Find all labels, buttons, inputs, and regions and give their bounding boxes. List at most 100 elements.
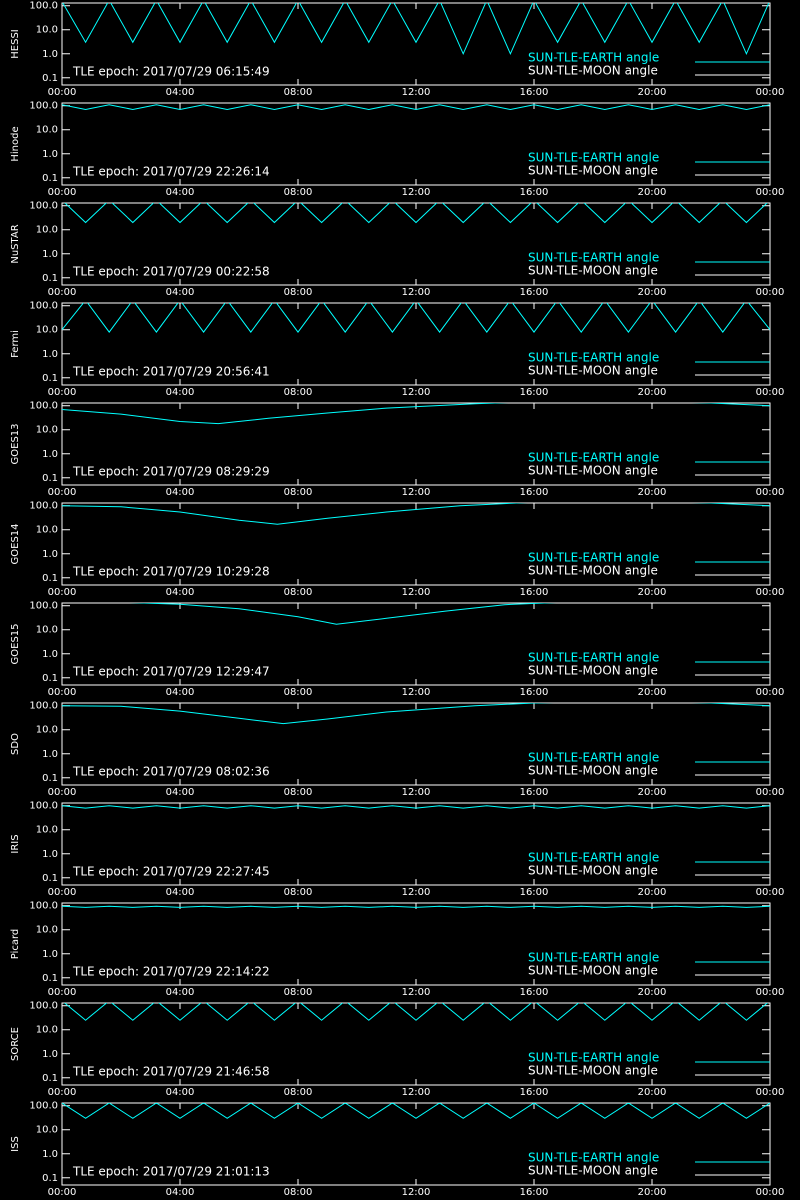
y-tick-label: 100.0 [29, 401, 58, 412]
tle-epoch: TLE epoch: 2017/07/29 22:27:45 [72, 865, 270, 879]
x-tick-label: 12:00 [402, 1187, 431, 1198]
legend-label: SUN-TLE-MOON angle [528, 764, 658, 778]
x-tick-label: 04:00 [166, 287, 195, 298]
y-tick-label: 1.0 [42, 649, 58, 660]
legend-label: SUN-TLE-MOON angle [528, 564, 658, 578]
legend-label: SUN-TLE-EARTH angle [528, 551, 659, 565]
y-axis-label: SORCE [10, 1027, 21, 1061]
series-line [62, 104, 770, 111]
panel: 0.1 1.0 10.0 100.0 00:00 04:00 08:00 12:00 16:00… [10, 1001, 784, 1098]
x-tick-label: 12:00 [402, 487, 431, 498]
legend-label: SUN-TLE-MOON angle [528, 464, 658, 478]
y-tick-label: 10.0 [36, 325, 58, 336]
x-tick-label: 00:00 [756, 387, 785, 398]
legend-label: SUN-TLE-EARTH angle [528, 351, 659, 365]
x-tick-label: 08:00 [284, 787, 313, 798]
x-tick-label: 08:00 [284, 587, 313, 598]
x-tick-label: 16:00 [520, 887, 549, 898]
series-line [62, 1103, 770, 1119]
tle-epoch: TLE epoch: 2017/07/29 21:46:58 [72, 1065, 270, 1079]
x-tick-label: 00:00 [756, 987, 785, 998]
x-tick-label: 08:00 [284, 87, 313, 98]
x-tick-label: 00:00 [48, 787, 77, 798]
x-tick-label: 00:00 [48, 887, 77, 898]
y-axis-label: NuSTAR [10, 224, 21, 263]
series-line [62, 3, 770, 56]
x-tick-label: 00:00 [48, 487, 77, 498]
x-tick-label: 20:00 [638, 1087, 667, 1098]
y-tick-label: 0.1 [42, 873, 58, 884]
x-tick-label: 20:00 [638, 387, 667, 398]
y-tick-label: 0.1 [42, 173, 58, 184]
legend-label: SUN-TLE-MOON angle [528, 264, 658, 278]
y-tick-label: 100.0 [29, 1, 58, 12]
x-tick-label: 00:00 [756, 687, 785, 698]
series-line [129, 603, 557, 625]
y-axis-label: IRIS [10, 834, 21, 853]
y-tick-label: 1.0 [42, 349, 58, 360]
x-tick-label: 00:00 [48, 387, 77, 398]
y-tick-label: 0.1 [42, 1173, 58, 1184]
panel: 0.1 1.0 10.0 100.0 00:00 04:00 08:00 12:00 16:00… [10, 101, 784, 198]
x-tick-label: 00:00 [48, 1187, 77, 1198]
panel: 0.1 1.0 10.0 100.0 00:00 04:00 08:00 12:00 16:00… [10, 1, 784, 98]
y-tick-label: 1.0 [42, 549, 58, 560]
y-tick-label: 100.0 [29, 1101, 58, 1112]
x-tick-label: 08:00 [284, 687, 313, 698]
x-tick-label: 20:00 [638, 987, 667, 998]
y-tick-label: 1.0 [42, 149, 58, 160]
x-tick-label: 12:00 [402, 787, 431, 798]
y-axis-label: GOES14 [10, 523, 21, 564]
panel: 0.1 1.0 10.0 100.0 00:00 04:00 08:00 12:00 16:00… [10, 901, 784, 998]
tle-epoch: TLE epoch: 2017/07/29 20:56:41 [72, 365, 270, 379]
x-tick-label: 20:00 [638, 187, 667, 198]
x-tick-label: 16:00 [520, 687, 549, 698]
x-tick-label: 08:00 [284, 1087, 313, 1098]
x-tick-label: 08:00 [284, 987, 313, 998]
y-tick-label: 0.1 [42, 673, 58, 684]
x-tick-label: 20:00 [638, 587, 667, 598]
legend-label: SUN-TLE-MOON angle [528, 1164, 658, 1178]
x-tick-label: 08:00 [284, 1187, 313, 1198]
y-axis-label: Hinode [10, 126, 21, 161]
y-tick-label: 0.1 [42, 973, 58, 984]
x-tick-label: 12:00 [402, 387, 431, 398]
y-tick-label: 10.0 [36, 625, 58, 636]
y-tick-label: 1.0 [42, 449, 58, 460]
x-tick-label: 08:00 [284, 187, 313, 198]
y-tick-label: 100.0 [29, 801, 58, 812]
y-tick-label: 100.0 [29, 701, 58, 712]
legend-label: SUN-TLE-MOON angle [528, 1064, 658, 1078]
y-tick-label: 10.0 [36, 925, 58, 936]
tle-epoch: TLE epoch: 2017/07/29 08:02:36 [72, 765, 270, 779]
y-tick-label: 10.0 [36, 1025, 58, 1036]
x-tick-label: 20:00 [638, 487, 667, 498]
y-tick-label: 10.0 [36, 225, 58, 236]
x-tick-label: 12:00 [402, 887, 431, 898]
y-axis-label: SDO [10, 733, 21, 755]
x-tick-label: 04:00 [166, 787, 195, 798]
panel: 0.1 1.0 10.0 100.0 00:00 04:00 08:00 12:00 16:00… [10, 601, 784, 698]
x-tick-label: 00:00 [48, 1087, 77, 1098]
x-tick-label: 00:00 [48, 687, 77, 698]
legend-label: SUN-TLE-MOON angle [528, 664, 658, 678]
legend-label: SUN-TLE-EARTH angle [528, 451, 659, 465]
y-tick-label: 0.1 [42, 773, 58, 784]
series-line [62, 503, 770, 525]
y-tick-label: 10.0 [36, 25, 58, 36]
legend-label: SUN-TLE-EARTH angle [528, 151, 659, 165]
y-axis-label: GOES15 [10, 623, 21, 664]
legend-label: SUN-TLE-EARTH angle [528, 1051, 659, 1065]
x-tick-label: 00:00 [48, 87, 77, 98]
x-tick-label: 00:00 [48, 287, 77, 298]
y-tick-label: 0.1 [42, 473, 58, 484]
y-axis-label: Fermi [10, 330, 21, 358]
legend-label: SUN-TLE-EARTH angle [528, 751, 659, 765]
x-tick-label: 16:00 [520, 1187, 549, 1198]
y-tick-label: 0.1 [42, 373, 58, 384]
panel: 0.1 1.0 10.0 100.0 00:00 04:00 08:00 12:00 16:00… [10, 1101, 784, 1198]
y-tick-label: 100.0 [29, 201, 58, 212]
x-tick-label: 00:00 [756, 1087, 785, 1098]
y-axis-label: ISS [10, 1136, 21, 1152]
x-tick-label: 04:00 [166, 187, 195, 198]
